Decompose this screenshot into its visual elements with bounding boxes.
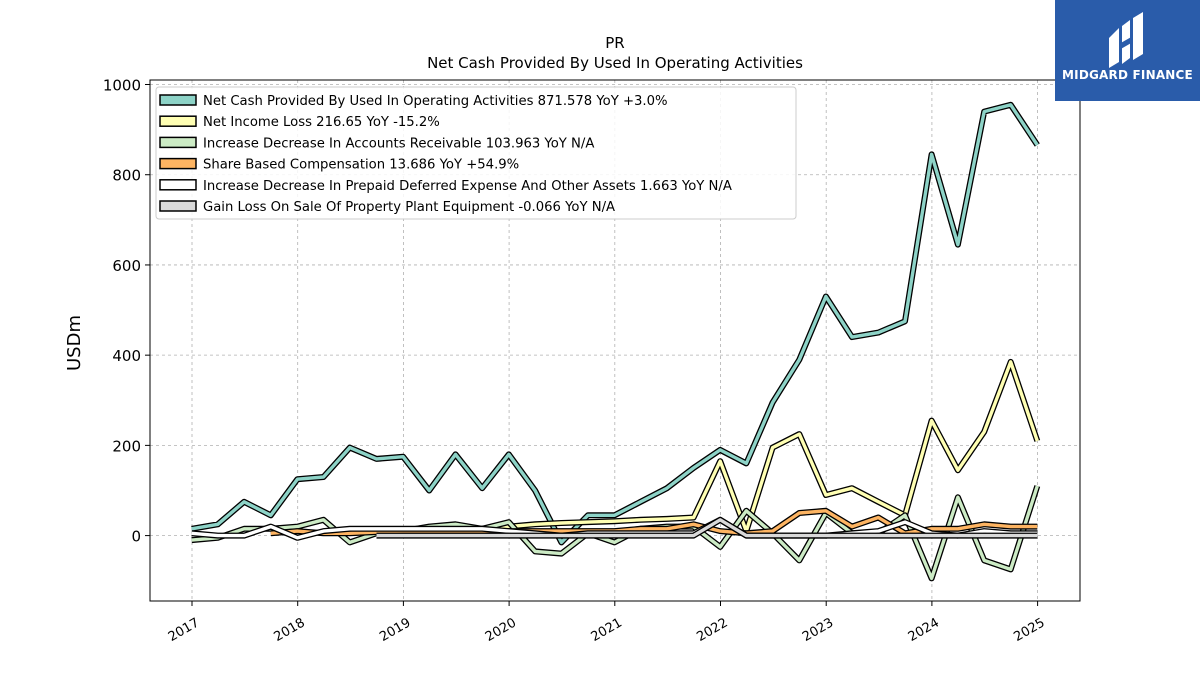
legend-swatch — [159, 136, 197, 149]
legend-swatch — [159, 157, 197, 170]
series-0-line — [191, 103, 1039, 545]
series-1-line — [482, 360, 1039, 533]
x-tick-label: 2019 — [377, 615, 413, 645]
y-tick-label: 1000 — [103, 77, 141, 95]
chart-subtitle: Net Cash Provided By Used In Operating A… — [427, 54, 803, 72]
x-tick-label: 2025 — [1011, 615, 1047, 645]
legend: Net Cash Provided By Used In Operating A… — [155, 86, 797, 220]
x-tick-label: 2021 — [589, 615, 625, 645]
y-axis-label: USDm — [64, 315, 85, 371]
x-tick-label: 2017 — [166, 615, 202, 645]
x-tick-label: 2018 — [272, 615, 308, 645]
x-tick-label: 2023 — [800, 615, 836, 645]
y-tick-label: 0 — [131, 528, 141, 546]
legend-label: Net Cash Provided By Used In Operating A… — [203, 94, 668, 109]
y-tick-label: 400 — [112, 347, 141, 365]
y-tick-label: 600 — [112, 257, 141, 275]
chart-title: PR — [605, 34, 624, 52]
series-5-line — [376, 518, 1038, 538]
legend-label: Increase Decrease In Prepaid Deferred Ex… — [203, 179, 732, 194]
x-tick-label: 2020 — [483, 615, 519, 645]
brand-logo: MIDGARD FINANCE — [1055, 0, 1200, 101]
x-tick-label: 2022 — [694, 615, 730, 645]
legend-swatch — [159, 200, 197, 212]
legend-swatch — [159, 94, 197, 106]
legend-box — [155, 86, 797, 220]
legend-label: Increase Decrease In Accounts Receivable… — [203, 136, 594, 151]
legend-swatch — [159, 179, 197, 191]
legend-swatch — [159, 115, 197, 127]
legend-label: Share Based Compensation 13.686 YoY +54.… — [203, 158, 519, 173]
x-tick-label: 2024 — [906, 615, 942, 645]
logo-text: MIDGARD FINANCE — [1062, 68, 1193, 82]
legend-label: Net Income Loss 216.65 YoY -15.2% — [203, 115, 440, 130]
y-tick-label: 800 — [112, 167, 141, 185]
legend-label: Gain Loss On Sale Of Property Plant Equi… — [203, 200, 615, 215]
midgard-logo-icon — [1109, 12, 1143, 68]
series-lines — [191, 101, 1041, 582]
y-tick-label: 200 — [112, 437, 141, 455]
